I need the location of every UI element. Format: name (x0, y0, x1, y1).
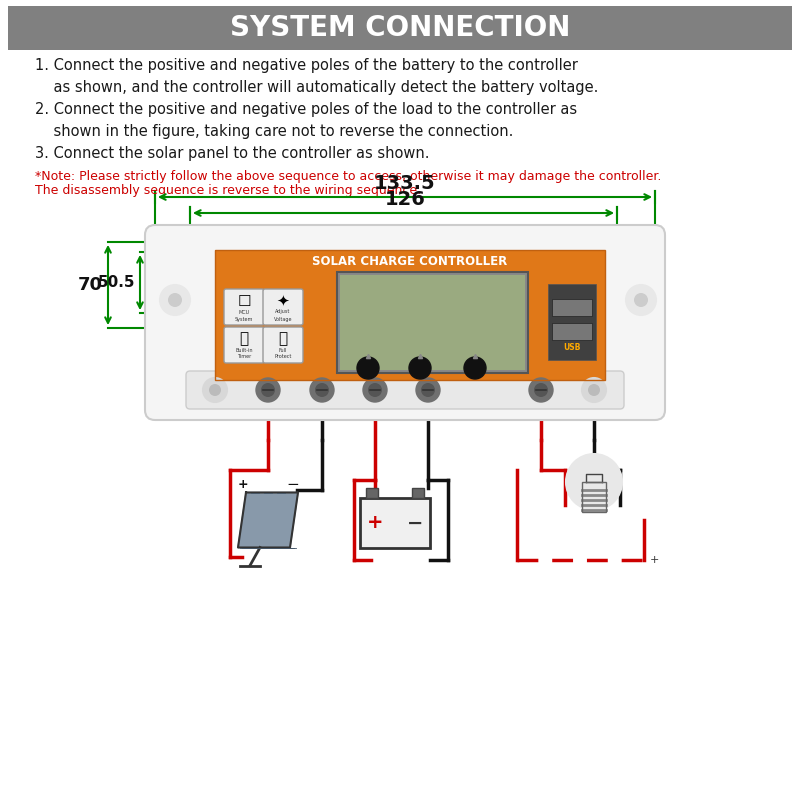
Bar (366, 488, 378, 498)
Circle shape (634, 293, 648, 307)
Text: Timer: Timer (237, 354, 251, 359)
Text: System: System (235, 317, 253, 322)
Text: *Note: Please strictly follow the above sequence to access, otherwise it may dam: *Note: Please strictly follow the above … (35, 170, 662, 183)
Text: 126: 126 (385, 190, 426, 209)
Circle shape (363, 378, 387, 402)
Bar (548, 284, 596, 360)
Circle shape (534, 383, 548, 397)
Bar (340, 275, 525, 370)
Text: 1. Connect the positive and negative poles of the battery to the controller
    : 1. Connect the positive and negative pol… (35, 58, 598, 95)
Bar (552, 299, 592, 316)
Circle shape (626, 285, 656, 315)
Text: Full: Full (279, 347, 287, 353)
Circle shape (464, 357, 486, 379)
Circle shape (256, 378, 280, 402)
Text: Adjust: Adjust (275, 310, 290, 314)
Text: SYSTEM CONNECTION: SYSTEM CONNECTION (230, 14, 570, 42)
FancyBboxPatch shape (224, 289, 264, 325)
Circle shape (203, 378, 227, 402)
FancyBboxPatch shape (186, 371, 624, 409)
Bar (8, 6, 792, 50)
Circle shape (409, 357, 431, 379)
Text: +: + (366, 514, 383, 533)
Circle shape (310, 378, 334, 402)
Bar (215, 250, 605, 380)
Circle shape (368, 383, 382, 397)
Bar (552, 323, 592, 340)
Text: 133.5: 133.5 (374, 174, 436, 193)
FancyBboxPatch shape (224, 327, 264, 363)
Circle shape (168, 293, 182, 307)
Text: 3. Connect the solar panel to the controller as shown.: 3. Connect the solar panel to the contro… (35, 146, 430, 161)
Circle shape (209, 384, 221, 396)
Bar (582, 482, 606, 512)
Circle shape (160, 285, 190, 315)
Bar (360, 498, 430, 548)
Text: Voltage: Voltage (274, 317, 292, 322)
Circle shape (261, 383, 275, 397)
Text: ✦: ✦ (277, 294, 290, 309)
FancyBboxPatch shape (145, 225, 665, 420)
Text: The disassembly sequence is reverse to the wiring sequence.: The disassembly sequence is reverse to t… (35, 184, 421, 197)
Text: +: + (238, 478, 248, 491)
Text: SOLAR CHARGE CONTROLLER: SOLAR CHARGE CONTROLLER (312, 255, 508, 268)
Circle shape (529, 378, 553, 402)
Bar (337, 272, 528, 373)
Text: +: + (650, 555, 659, 565)
Text: −: − (407, 514, 423, 533)
Text: ⏱: ⏱ (239, 331, 249, 346)
Text: 70: 70 (78, 276, 103, 294)
Circle shape (566, 454, 622, 510)
Circle shape (416, 378, 440, 402)
Text: Built-in: Built-in (235, 347, 253, 353)
Circle shape (357, 357, 379, 379)
Text: 🔒: 🔒 (278, 331, 287, 346)
Text: Protect: Protect (274, 354, 292, 359)
FancyBboxPatch shape (263, 289, 303, 325)
Text: MCU: MCU (238, 310, 250, 314)
Circle shape (588, 384, 600, 396)
FancyBboxPatch shape (263, 327, 303, 363)
Text: 2. Connect the positive and negative poles of the load to the controller as
    : 2. Connect the positive and negative pol… (35, 102, 577, 139)
Text: ☐: ☐ (237, 294, 251, 309)
Text: USB: USB (563, 343, 581, 352)
Bar (412, 488, 424, 498)
Bar (215, 250, 605, 380)
Circle shape (315, 383, 329, 397)
Circle shape (421, 383, 435, 397)
Text: −: − (286, 477, 299, 492)
Polygon shape (238, 493, 298, 547)
Circle shape (582, 378, 606, 402)
Text: 50.5: 50.5 (98, 275, 135, 290)
